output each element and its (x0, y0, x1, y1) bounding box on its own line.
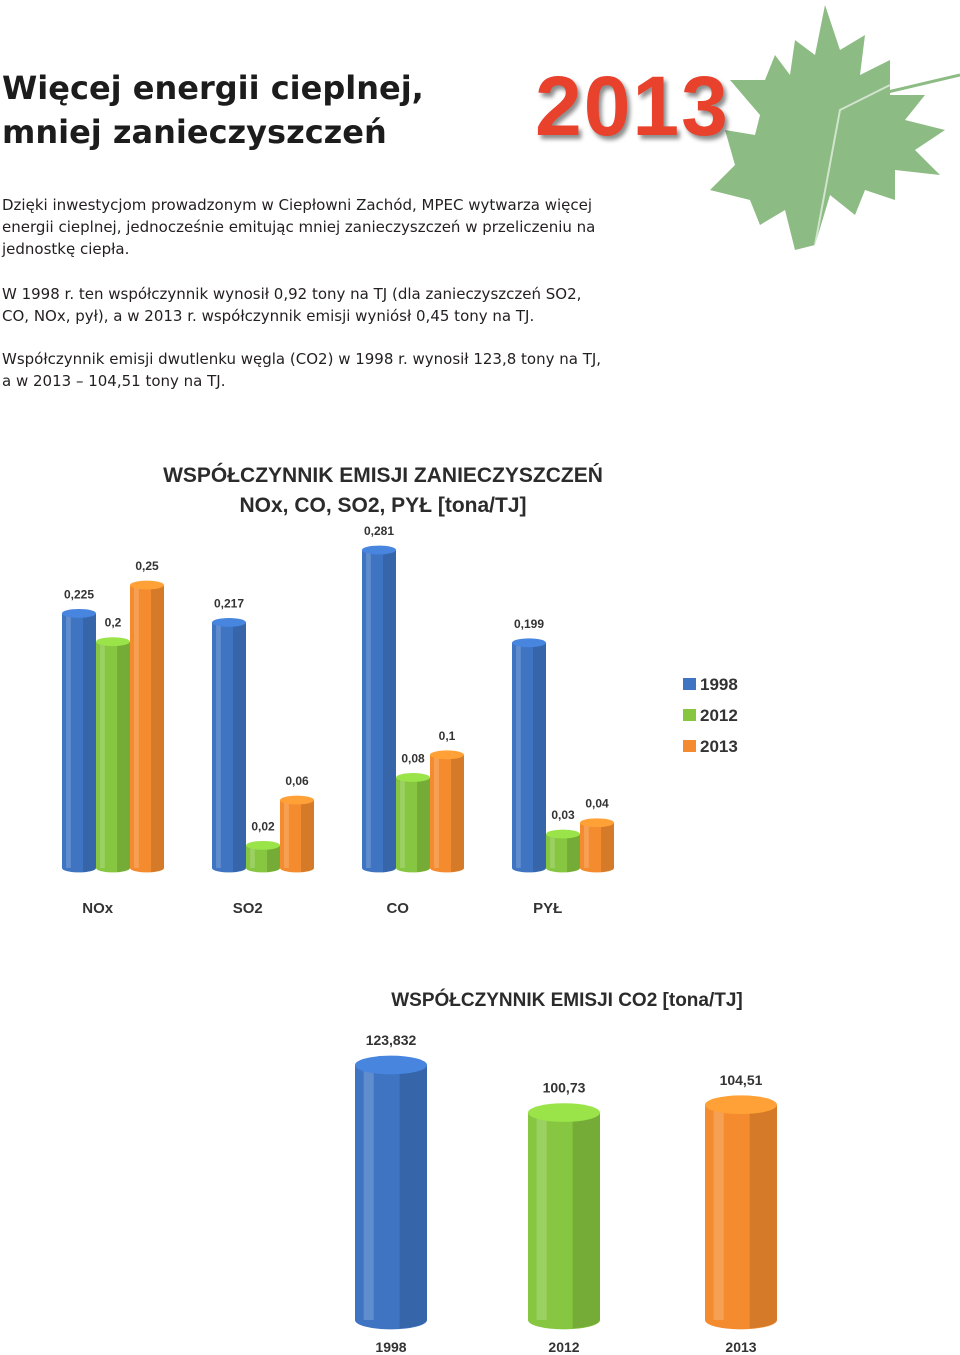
legend-label: 2012 (700, 706, 738, 725)
legend-label: 1998 (700, 675, 738, 694)
bar-CO-1998 (362, 545, 396, 873)
data-label: 100,73 (543, 1080, 586, 1096)
x-tick-label: PYŁ (533, 900, 562, 917)
bar-CO-2013 (430, 750, 464, 873)
x-tick-label: 2012 (548, 1339, 579, 1355)
legend-swatch (683, 709, 696, 721)
year-badge: 2013 (535, 59, 730, 153)
bar-SO2-1998 (212, 618, 246, 873)
co2-bar-2012 (528, 1103, 600, 1330)
data-label: 0,03 (551, 808, 575, 822)
paragraph-line: energii cieplnej, jednocześnie emitując … (2, 218, 596, 236)
bar-NOx-1998 (62, 608, 96, 873)
data-label: 0,225 (64, 587, 94, 601)
chart-title-line-2: NOx, CO, SO2, PYŁ [tona/TJ] (239, 494, 526, 517)
maple-leaf-icon (710, 5, 960, 250)
bar-SO2-2013 (280, 795, 314, 873)
chart-title-line-1: WSPÓŁCZYNNIK EMISJI ZANIECZYSZCZEŃ (163, 463, 603, 487)
x-tick-label: 2013 (725, 1339, 756, 1355)
x-tick-label: SO2 (233, 900, 263, 917)
paragraph-line: Dzięki inwestycjom prowadzonym w Ciepłow… (2, 196, 593, 214)
co2-bar-1998 (355, 1055, 427, 1330)
paragraph-line: W 1998 r. ten współczynnik wynosił 0,92 … (2, 285, 582, 303)
paragraph-line: a w 2013 – 104,51 tony na TJ. (2, 372, 226, 390)
emission-paragraph: W 1998 r. ten współczynnik wynosił 0,92 … (2, 283, 602, 327)
page-title-line-2: mniej zanieczyszczeń (2, 113, 387, 151)
bar-PYŁ-2013 (580, 818, 614, 873)
page-title-line-1: Więcej energii cieplnej, (2, 69, 424, 107)
bar-PYŁ-1998 (512, 638, 546, 873)
data-label: 0,217 (214, 596, 244, 610)
data-label: 123,832 (366, 1032, 417, 1048)
pollutants-chart: WSPÓŁCZYNNIK EMISJI ZANIECZYSZCZEŃ NOx, … (62, 463, 738, 917)
x-tick-label: CO (386, 900, 409, 917)
bar-SO2-2012 (246, 840, 280, 873)
legend-swatch (683, 740, 696, 752)
legend-swatch (683, 678, 696, 690)
data-label: 0,08 (401, 751, 425, 765)
x-tick-label: NOx (82, 900, 114, 917)
data-label: 104,51 (720, 1072, 763, 1088)
data-label: 0,06 (285, 774, 309, 788)
data-label: 0,02 (251, 819, 275, 833)
co2-bar-2013 (705, 1095, 777, 1330)
page-title: Więcej energii cieplnej, mniej zanieczys… (2, 66, 424, 154)
data-label: 0,2 (105, 616, 122, 630)
data-label: 0,199 (514, 617, 544, 631)
co2-chart: WSPÓŁCZYNNIK EMISJI CO2 [tona/TJ] 123,83… (355, 989, 777, 1355)
data-label: 0,281 (364, 524, 394, 538)
data-label: 0,25 (135, 559, 159, 573)
chart-title: WSPÓŁCZYNNIK EMISJI CO2 [tona/TJ] (391, 989, 743, 1011)
paragraph-line: jednostkę ciepła. (2, 240, 130, 258)
bar-NOx-2012 (96, 637, 130, 873)
bar-NOx-2013 (130, 580, 164, 873)
co2-paragraph: Współczynnik emisji dwutlenku węgla (CO2… (2, 348, 602, 392)
legend-label: 2013 (700, 737, 738, 756)
intro-paragraph: Dzięki inwestycjom prowadzonym w Ciepłow… (2, 194, 602, 260)
bar-CO-2012 (396, 773, 430, 873)
data-label: 0,1 (439, 729, 456, 743)
data-label: 0,04 (585, 797, 609, 811)
paragraph-line: CO, NOx, pył), a w 2013 r. współczynnik … (2, 307, 535, 325)
paragraph-line: Współczynnik emisji dwutlenku węgla (CO2… (2, 350, 602, 368)
x-tick-label: 1998 (375, 1339, 406, 1355)
bar-PYŁ-2012 (546, 829, 580, 873)
